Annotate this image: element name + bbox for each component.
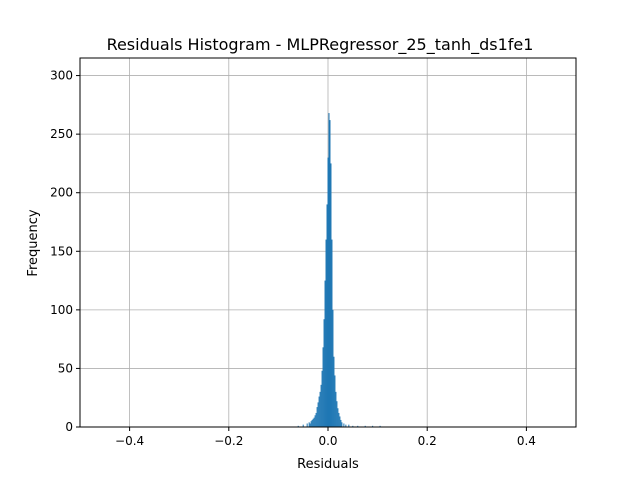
axis-ticks: −0.4 −0.2 0.0 0.2 0.4 0 50 100 150 200 250 300 — [50, 69, 536, 448]
x-axis-label: Residuals — [297, 457, 359, 472]
histogram-bar — [328, 113, 330, 428]
y-tick-label: 300 — [50, 69, 73, 83]
chart-title: Residuals Histogram - MLPRegressor_25_ta… — [107, 35, 534, 55]
histogram-bar — [348, 424, 350, 427]
histogram-bar — [325, 239, 327, 427]
x-tick-label: −0.2 — [214, 434, 243, 448]
histogram-bar — [338, 412, 340, 427]
histogram-bar — [319, 391, 321, 427]
histogram-bar — [306, 423, 308, 427]
histogram-bar — [327, 157, 329, 428]
histogram-bars — [297, 113, 381, 428]
histogram-bar — [318, 396, 320, 427]
histogram-bar — [332, 309, 334, 427]
histogram-bar — [310, 421, 312, 427]
y-tick-label: 0 — [65, 420, 73, 434]
histogram-bar — [330, 163, 332, 427]
histogram-bar — [321, 370, 323, 427]
x-tick-label: −0.4 — [115, 434, 144, 448]
histogram-bar — [340, 419, 342, 427]
y-tick-label: 250 — [50, 127, 73, 141]
histogram-bar — [316, 407, 318, 427]
histogram-bar — [357, 425, 359, 427]
histogram-bar — [343, 423, 345, 427]
histogram-bar — [317, 402, 319, 427]
histogram-bar — [364, 425, 366, 427]
histogram-bar — [314, 415, 316, 427]
histogram-bar — [312, 418, 314, 427]
y-tick-label: 50 — [58, 361, 73, 375]
histogram-bar — [320, 384, 322, 427]
histogram-bar — [333, 356, 335, 427]
histogram-bar — [322, 347, 324, 427]
histogram-bar — [345, 424, 347, 427]
histogram-bar — [326, 204, 328, 427]
histogram-bar — [372, 425, 374, 427]
x-tick-label: 0.0 — [318, 434, 337, 448]
y-tick-label: 100 — [50, 303, 73, 317]
histogram-bar — [336, 401, 338, 427]
histogram-bar — [334, 375, 336, 427]
histogram-bar — [309, 423, 311, 427]
histogram-bar — [308, 422, 310, 427]
histogram-bar — [337, 408, 339, 427]
histogram-bar — [379, 425, 381, 427]
histogram-bar — [341, 422, 343, 427]
histogram-bar — [331, 239, 333, 427]
y-axis-label: Frequency — [26, 209, 41, 276]
histogram-bar — [315, 412, 317, 427]
histogram-bar — [302, 424, 304, 427]
x-tick-label: 0.2 — [418, 434, 437, 448]
histogram-bar — [324, 280, 326, 427]
histogram-bar — [335, 391, 337, 427]
histogram-bar — [352, 425, 354, 427]
histogram-bar — [323, 319, 325, 427]
histogram-bar — [329, 120, 331, 427]
histogram-bar — [297, 425, 299, 427]
histogram-bar — [339, 416, 341, 427]
x-tick-label: 0.4 — [517, 434, 536, 448]
histogram-bar — [311, 419, 313, 427]
y-tick-label: 200 — [50, 186, 73, 200]
histogram-bar — [313, 417, 315, 427]
y-tick-label: 150 — [50, 244, 73, 258]
